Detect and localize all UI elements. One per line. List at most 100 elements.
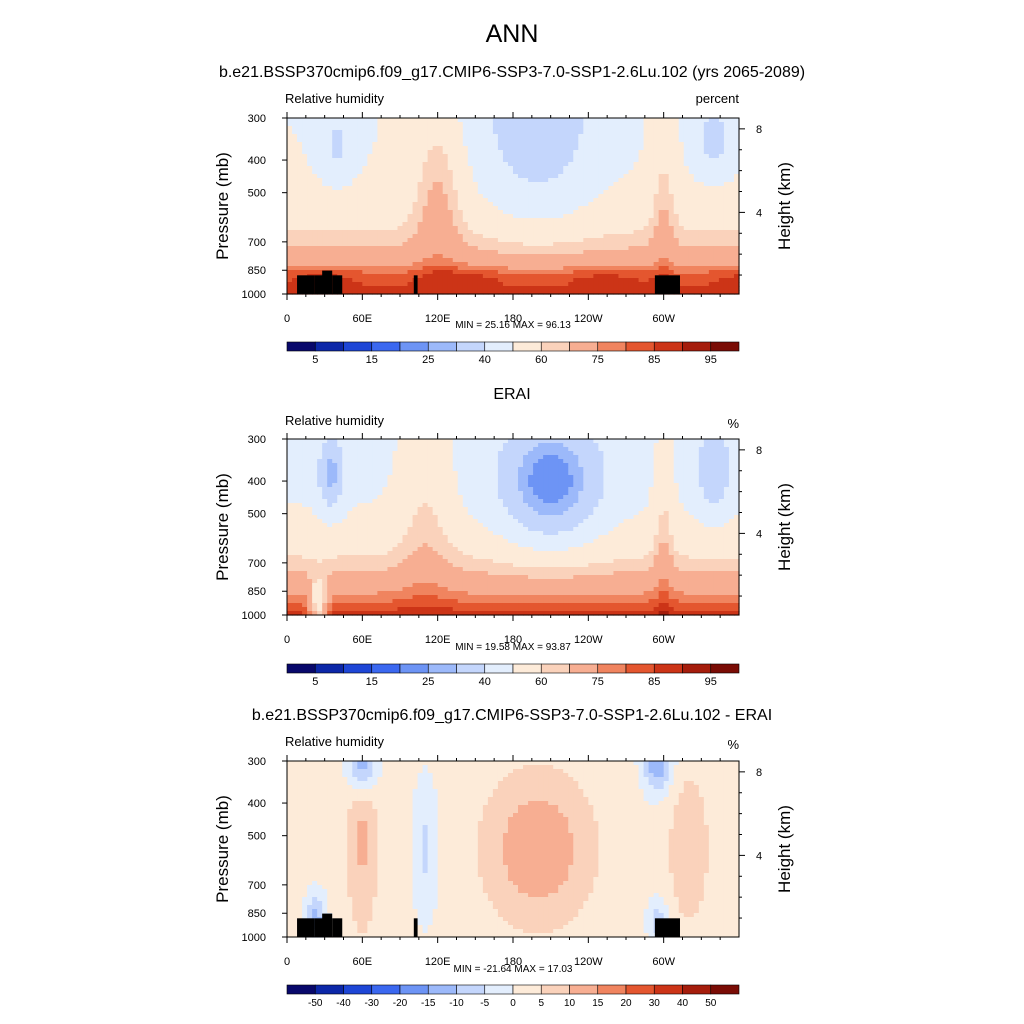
contour-cell: [322, 162, 328, 167]
contour-cell: [497, 182, 504, 187]
contour-cell: [427, 226, 434, 231]
contour-cell: [347, 122, 353, 127]
contour-cell: [548, 463, 554, 468]
contour-cell: [718, 214, 725, 219]
contour-cell: [312, 150, 318, 155]
contour-cell: [357, 158, 363, 163]
contour-cell: [588, 290, 594, 295]
contour-cell: [653, 214, 660, 219]
contour-cell: [688, 262, 695, 267]
contour-cell: [688, 154, 695, 159]
contour-cell: [442, 174, 449, 179]
contour-cell: [312, 459, 318, 464]
contour-cell: [377, 290, 384, 295]
contour-cell: [352, 290, 358, 295]
contour-cell: [693, 122, 700, 127]
contour-cell: [337, 447, 343, 452]
contour-cell: [432, 182, 439, 187]
contour-cell: [507, 218, 514, 223]
contour-cell: [583, 274, 589, 279]
contour-cell: [467, 242, 474, 247]
contour-cell: [658, 134, 665, 139]
contour-cell: [618, 150, 625, 155]
contour-cell: [417, 122, 424, 127]
contour-cell: [287, 214, 293, 219]
contour-cell: [292, 254, 298, 259]
contour-cell: [608, 475, 615, 480]
colorbar-label: 40: [479, 354, 491, 366]
contour-cell: [302, 190, 308, 195]
y-right-tick-label: 4: [756, 207, 762, 219]
contour-cell: [332, 170, 338, 175]
contour-cell: [422, 194, 429, 199]
contour-cell: [402, 455, 409, 460]
contour-cell: [548, 194, 554, 199]
contour-cell: [683, 146, 690, 151]
contour-cell: [703, 142, 710, 147]
contour-cell: [533, 447, 539, 452]
colorbar-swatch: [653, 341, 683, 352]
contour-cell: [427, 250, 434, 255]
contour-cell: [513, 250, 519, 255]
contour-cell: [332, 198, 338, 203]
contour-cell: [678, 210, 685, 215]
contour-cell: [623, 270, 630, 275]
contour-cell: [688, 126, 695, 131]
contour-cell: [362, 439, 368, 444]
contour-cell: [412, 254, 419, 259]
contour-cell: [698, 278, 705, 283]
contour-cell: [563, 451, 569, 456]
contour-cell: [543, 118, 549, 123]
contour-cell: [693, 130, 700, 135]
contour-cell: [492, 238, 499, 243]
contour-cell: [558, 230, 564, 235]
contour-cell: [713, 459, 720, 464]
contour-cell: [553, 154, 559, 159]
contour-cell: [513, 210, 519, 215]
contour-cell: [452, 218, 459, 223]
contour-cell: [462, 190, 469, 195]
contour-cell: [372, 467, 378, 472]
contour-cell: [653, 250, 660, 255]
contour-cell: [588, 467, 594, 472]
contour-cell: [568, 467, 574, 472]
contour-cell: [543, 158, 549, 163]
contour-cell: [553, 459, 559, 464]
contour-cell: [352, 166, 358, 171]
contour-cell: [603, 234, 610, 239]
contour-cell: [387, 126, 394, 131]
contour-cell: [442, 162, 449, 167]
contour-cell: [653, 150, 660, 155]
contour-cell: [462, 158, 469, 163]
contour-cell: [352, 182, 358, 187]
contour-cell: [573, 459, 579, 464]
contour-cell: [583, 118, 589, 123]
contour-cell: [352, 254, 358, 259]
contour-cell: [322, 174, 328, 179]
contour-cell: [598, 158, 604, 163]
panel-1-title: b.e21.BSSP370cmip6.f09_g17.CMIP6-SSP3-7.…: [218, 64, 806, 81]
contour-cell: [317, 198, 323, 203]
contour-cell: [362, 170, 368, 175]
contour-cell: [457, 142, 464, 147]
contour-cell: [543, 475, 549, 480]
contour-cell: [502, 122, 509, 127]
contour-cell: [387, 471, 394, 476]
contour-cell: [427, 222, 434, 227]
contour-cell: [432, 198, 439, 203]
contour-cell: [663, 210, 670, 215]
contour-cell: [462, 455, 469, 460]
contour-cell: [432, 258, 439, 263]
contour-cell: [312, 439, 318, 444]
contour-cell: [698, 210, 705, 215]
contour-cell: [397, 134, 404, 139]
contour-cell: [327, 463, 333, 468]
contour-cell: [387, 278, 394, 283]
contour-cell: [287, 158, 293, 163]
contour-cell: [452, 230, 459, 235]
contour-cell: [407, 166, 414, 171]
contour-cell: [708, 459, 715, 464]
contour-cell: [422, 250, 429, 255]
contour-cell: [548, 286, 554, 291]
contour-cell: [638, 162, 645, 167]
